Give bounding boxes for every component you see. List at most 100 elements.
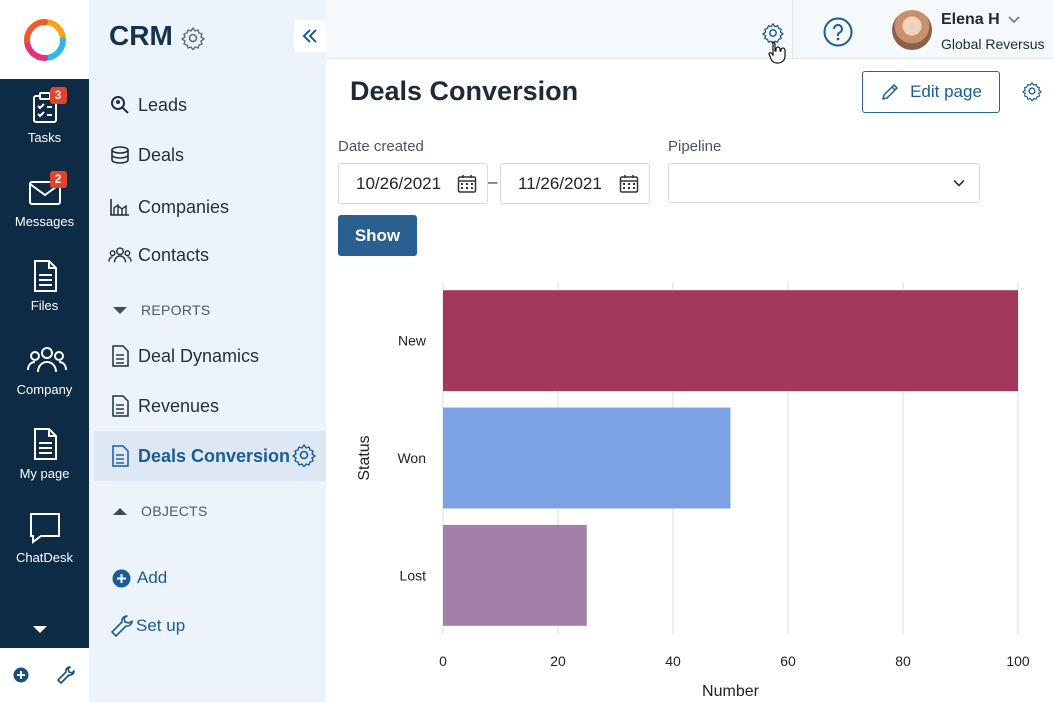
- deals-conversion-gear-icon[interactable]: [292, 443, 316, 467]
- rail-label-chatdesk: ChatDesk: [15, 550, 74, 565]
- main-rail: 3 Tasks 2 Messages Files Company: [0, 0, 89, 702]
- app-logo[interactable]: [0, 0, 89, 79]
- x-tick-label: 40: [665, 653, 681, 669]
- sidebar-item-label: Revenues: [138, 395, 220, 416]
- add-circle-icon: [112, 569, 131, 587]
- rail-item-tasks[interactable]: 3 Tasks: [0, 87, 89, 170]
- contacts-icon: [108, 243, 132, 267]
- sidebar-gear-icon[interactable]: [181, 26, 205, 50]
- rail-item-company[interactable]: Company: [0, 342, 89, 422]
- sidebar-item-label: Contacts: [138, 244, 210, 265]
- setup-label: Set up: [136, 616, 186, 635]
- rail-item-files[interactable]: Files: [0, 258, 89, 338]
- header-divider: [792, 0, 793, 58]
- calendar-icon[interactable]: [457, 174, 477, 194]
- tasks-icon: 3: [27, 87, 67, 126]
- date-from-field[interactable]: 10/26/2021: [338, 163, 488, 204]
- hand-cursor-icon: [768, 41, 786, 64]
- sidebar-item-revenues[interactable]: Revenues: [108, 394, 219, 418]
- user-name[interactable]: Elena H: [941, 11, 1020, 29]
- bar-lost: [443, 524, 587, 626]
- user-avatar[interactable]: [892, 10, 932, 50]
- date-created-label: Date created: [338, 138, 424, 155]
- show-button[interactable]: Show: [338, 215, 417, 256]
- add-object-button[interactable]: Add: [112, 568, 167, 588]
- rail-label-tasks: Tasks: [27, 130, 62, 145]
- deals-icon: [108, 143, 132, 167]
- category-label: Lost: [400, 567, 427, 583]
- date-range-dash: –: [488, 172, 498, 191]
- rail-label-my-page: My page: [19, 466, 70, 481]
- x-tick-label: 0: [439, 653, 447, 669]
- messages-icon: 2: [27, 171, 67, 210]
- reports-section-label: REPORTS: [141, 302, 211, 318]
- bar-new: [443, 290, 1018, 392]
- sidebar-item-label: Leads: [138, 94, 188, 115]
- rail-label-company: Company: [16, 382, 73, 397]
- sidebar-item-contacts[interactable]: Contacts: [108, 243, 209, 267]
- leads-icon: [108, 93, 132, 117]
- report-icon: [108, 444, 132, 468]
- x-tick-label: 80: [895, 653, 911, 669]
- active-item-highlight: [94, 431, 326, 481]
- page-title: Deals Conversion: [350, 76, 579, 106]
- settings-gear-icon[interactable]: [762, 22, 784, 44]
- sidebar-item-deal-dynamics[interactable]: Deal Dynamics: [108, 344, 259, 368]
- setup-button[interactable]: Set up: [110, 614, 185, 638]
- rail-item-my-page[interactable]: My page: [0, 426, 89, 506]
- my-page-icon: [27, 426, 63, 462]
- calendar-icon[interactable]: [619, 174, 639, 194]
- sidebar-item-label: Companies: [138, 196, 230, 217]
- sidebar-item-leads[interactable]: Leads: [108, 93, 187, 117]
- companies-icon: [108, 195, 132, 219]
- sidebar-item-label: Deal Dynamics: [138, 345, 260, 366]
- sidebar-item-companies[interactable]: Companies: [108, 195, 229, 219]
- page-settings-gear-icon[interactable]: [1022, 81, 1042, 101]
- wrench-icon: [111, 615, 133, 637]
- rail-more-arrow-icon[interactable]: [33, 626, 47, 633]
- report-icon: [108, 344, 132, 368]
- chevron-down-icon: [953, 179, 965, 187]
- help-icon[interactable]: [823, 17, 853, 47]
- edit-page-button[interactable]: Edit page: [862, 71, 1000, 113]
- files-icon: [27, 258, 63, 294]
- report-icon: [108, 394, 132, 418]
- rail-bottom-bar: [0, 648, 89, 702]
- company-icon: [26, 342, 67, 378]
- user-name-text: Elena H: [941, 11, 1000, 28]
- bar-won: [443, 407, 731, 509]
- collapse-sidebar-button[interactable]: [294, 20, 326, 52]
- user-org: Global Reversus: [941, 36, 1045, 52]
- double-chevron-left-icon: [302, 29, 317, 43]
- rail-label-files: Files: [30, 298, 59, 313]
- reports-section-toggle[interactable]: REPORTS: [113, 302, 211, 318]
- x-tick-label: 20: [550, 653, 566, 669]
- sidebar-item-deals[interactable]: Deals: [108, 143, 184, 167]
- objects-section-toggle[interactable]: OBJECTS: [113, 503, 208, 519]
- wrench-icon[interactable]: [56, 665, 76, 685]
- sidebar-item-deals-conversion[interactable]: Deals Conversion: [108, 444, 290, 468]
- rail-item-messages[interactable]: 2 Messages: [0, 171, 89, 254]
- pencil-icon: [882, 84, 898, 100]
- objects-section-label: OBJECTS: [141, 503, 208, 519]
- x-tick-label: 60: [780, 653, 796, 669]
- x-axis-label: Number: [702, 683, 760, 700]
- deals-conversion-chart: New Won Lost 0 20 40 60 80 100 Number Status: [356, 282, 1030, 700]
- add-circle-icon[interactable]: [13, 667, 29, 683]
- rail-item-chatdesk[interactable]: ChatDesk: [0, 510, 89, 590]
- pipeline-select[interactable]: [668, 163, 980, 203]
- messages-badge: 2: [49, 171, 67, 188]
- chevron-down-icon: [1008, 16, 1020, 24]
- add-label: Add: [137, 568, 168, 587]
- rail-label-messages: Messages: [14, 214, 75, 229]
- date-to-value: 11/26/2021: [518, 173, 602, 193]
- date-to-field[interactable]: 11/26/2021: [500, 163, 650, 204]
- sidebar-title: CRM: [109, 20, 173, 51]
- edit-page-label: Edit page: [910, 82, 982, 101]
- chatdesk-icon: [27, 510, 63, 546]
- y-axis-label: Status: [356, 435, 373, 480]
- top-header: Elena H Global Reversus: [326, 0, 1053, 64]
- sidebar-item-label: Deals: [138, 144, 185, 165]
- tasks-badge: 3: [49, 87, 67, 104]
